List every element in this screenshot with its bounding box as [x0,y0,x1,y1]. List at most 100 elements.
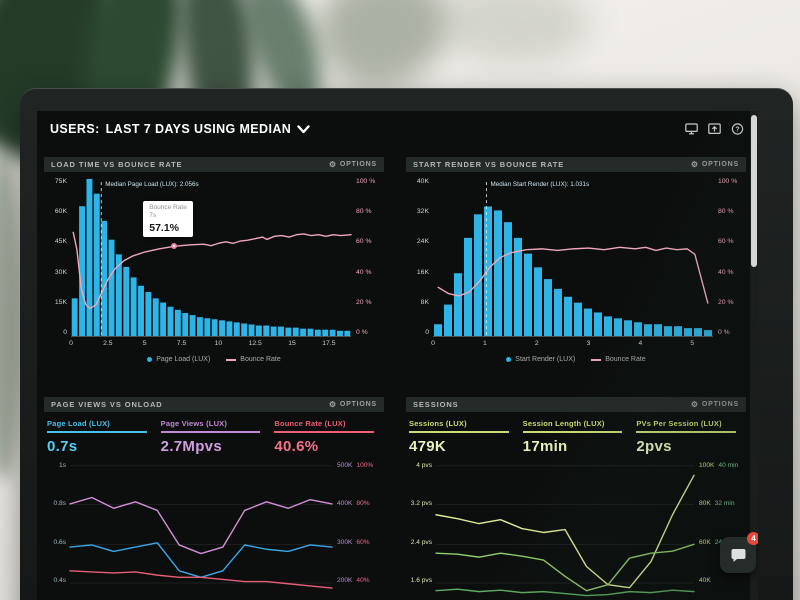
screen-share-icon[interactable] [708,123,721,135]
panel-header: START RENDER VS BOUNCE RATE ⚙ OPTIONS [406,157,746,172]
axis-tick: 100 % [356,178,376,185]
x-tick: 15 [288,340,296,347]
panel-load-time: LOAD TIME VS BOUNCE RATE ⚙ OPTIONS 75K 60… [44,157,384,389]
panel-title: LOAD TIME VS BOUNCE RATE [51,160,183,169]
sessions-chart[interactable] [436,463,694,600]
axis-tick: 40K [416,178,429,185]
options-label: OPTIONS [701,161,739,168]
metric: PVs Per Session (LUX) 2pvs [636,419,737,455]
x-tick: 0 [431,340,435,347]
scrollbar-thumb[interactable] [751,115,757,267]
axis-tick: 60 % [356,238,372,246]
axis-tick: 0 [425,329,429,337]
metric: Bounce Rate (LUX) 40.6% [274,419,375,455]
axis-tick: 40 % [718,268,734,276]
gear-icon: ⚙ [328,399,337,409]
panel-header: LOAD TIME VS BOUNCE RATE ⚙ OPTIONS [44,157,384,172]
axis-tick: 80 % [356,208,372,216]
dashboard-header: USERS: LAST 7 DAYS USING MEDIAN [37,111,758,147]
metric: Page Views (LUX) 2.7Mpvs [160,419,261,455]
plant-leaf [0,150,22,480]
svg-text:?: ? [735,126,739,133]
x-axis: 0 1 2 3 4 5 [431,340,713,348]
axis-tick: 3.2 pvs [410,500,432,508]
dashboard-screen: USERS: LAST 7 DAYS USING MEDIAN [37,111,758,600]
axis-tick: 0.8s [53,500,66,508]
start-render-chart[interactable]: Median Start Render (LUX): 1.031s [433,179,713,337]
axis-tick: 40 % [356,268,372,276]
chart-legend: Start Render (LUX) Bounce Rate [406,356,746,363]
panel-sessions: SESSIONS ⚙ OPTIONS Sessions (LUX) 479K Ses… [406,397,746,600]
axis-tick-pair: 100K 40 min [699,462,739,469]
x-tick: 5 [142,340,147,347]
title-rest: LAST 7 DAYS USING MEDIAN [105,122,292,136]
metric: Session Length (LUX) 17min [522,419,623,455]
panel-page-views: PAGE VIEWS VS ONLOAD ⚙ OPTIONS Page Load… [44,397,384,600]
legend-item: Start Render (LUX) [506,356,575,363]
chevron-down-icon[interactable] [297,124,310,134]
page-views-chart[interactable] [70,463,332,600]
x-axis: 0 2.5 5 7.5 10 12.5 15 17.5 [69,340,351,348]
axis-tick: 0.6s [53,538,66,546]
axis-tick-pair: 80K 32 min [699,500,735,508]
axis-tick: 20 % [356,298,372,306]
axis-tick: 1s [59,462,66,469]
median-annotation: Median Start Render (LUX): 1.031s [490,181,590,188]
axis-tick-pair: 500K 100% [337,462,374,469]
y-axis-right: 100 % 80 % 60 % 40 % 20 % 0 % [713,178,746,337]
axis-tick: 60K [54,208,67,216]
panel-title: PAGE VIEWS VS ONLOAD [51,400,163,409]
x-tick: 0 [69,340,73,347]
panel-title: SESSIONS [413,400,459,409]
page-title[interactable]: USERS: LAST 7 DAYS USING MEDIAN [50,122,310,136]
chart-tooltip: Bounce Rate 7s 57.1% [143,200,193,237]
gear-icon: ⚙ [328,159,337,169]
axis-tick-pair: 200K 40% [337,577,370,585]
help-icon[interactable]: ? [731,123,744,135]
monitor-icon[interactable] [685,123,698,135]
axis-tick: 45K [54,238,67,246]
notification-badge: 4 [747,532,758,545]
y-axis-left: 75K 60K 45K 30K 15K 0 [44,178,71,337]
metrics-row: Page Load (LUX) 0.7s Page Views (LUX) 2.7Mp… [44,412,384,459]
axis-tick: 32K [416,208,429,216]
metrics-row: Sessions (LUX) 479K Session Length (LUX) 17… [406,412,746,459]
x-tick: 5 [690,340,695,347]
legend-item: Bounce Rate [226,356,281,363]
laptop: USERS: LAST 7 DAYS USING MEDIAN [20,88,793,600]
panel-header: SESSIONS ⚙ OPTIONS [406,397,746,412]
chat-button[interactable]: 4 [720,532,758,573]
plant-leaf [440,0,590,65]
axis-tick: 0 % [718,329,730,337]
options-label: OPTIONS [701,401,739,408]
axis-tick: 20 % [718,298,734,306]
y-axis-right: 100 % 80 % 60 % 40 % 20 % 0 % [351,178,384,337]
axis-tick: 0.4s [53,577,66,585]
metric: Page Load (LUX) 0.7s [47,419,147,455]
axis-tick: 75K [54,178,67,185]
panel-header: PAGE VIEWS VS ONLOAD ⚙ OPTIONS [44,397,384,412]
metric: Sessions (LUX) 479K [409,419,509,455]
gear-icon: ⚙ [690,159,699,169]
axis-tick: 80 % [718,208,734,216]
x-tick: 4 [638,340,643,347]
axis-tick-pair: 400K 80% [337,500,370,508]
x-tick: 7.5 [176,340,187,347]
options-button[interactable]: ⚙ OPTIONS [328,159,377,169]
axis-tick: 24K [416,238,429,246]
axis-tick: 4 pvs [416,462,432,469]
options-button[interactable]: ⚙ OPTIONS [690,159,739,169]
options-button[interactable]: ⚙ OPTIONS [691,400,739,409]
load-time-chart[interactable]: Median Page Load (LUX): 2.056s Bounce Rat… [71,179,351,337]
panels-grid: LOAD TIME VS BOUNCE RATE ⚙ OPTIONS 75K 60… [44,157,746,600]
axis-tick: 2.4 pvs [410,538,432,546]
x-tick: 3 [586,340,591,347]
axis-tick: 8K [420,298,429,306]
panel-start-render: START RENDER VS BOUNCE RATE ⚙ OPTIONS 40… [406,157,746,389]
options-label: OPTIONS [339,161,377,168]
y-axis-left: 40K 32K 24K 16K 8K 0 [406,178,433,337]
x-tick: 17.5 [322,340,336,347]
options-button[interactable]: ⚙ OPTIONS [328,399,377,409]
axis-tick: 30K [54,268,67,276]
